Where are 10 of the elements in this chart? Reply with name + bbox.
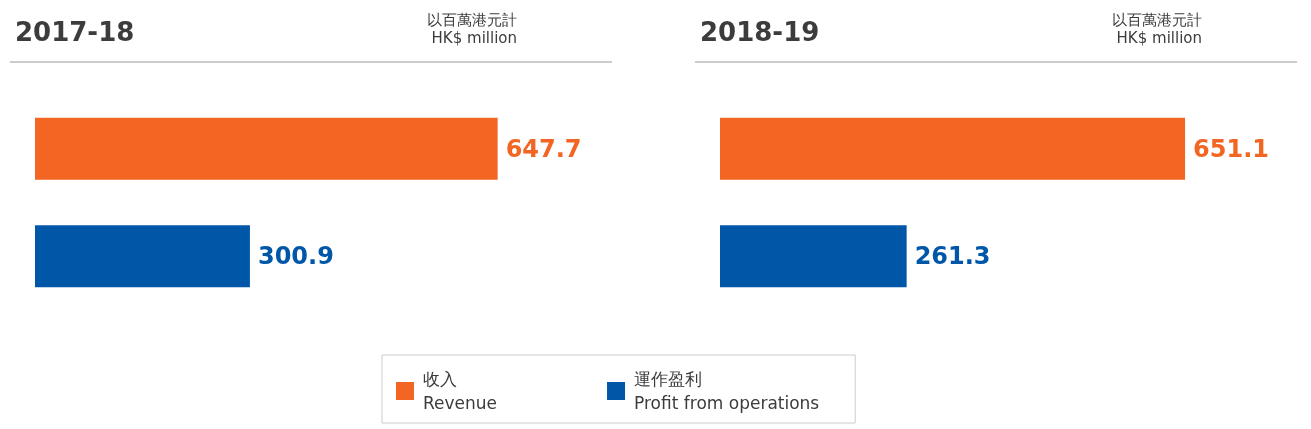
data-label: 651.1 bbox=[1193, 134, 1269, 163]
legend-label: 收入 Revenue bbox=[423, 369, 498, 413]
data-label: 300.9 bbox=[257, 242, 334, 271]
chart-title: 2018-19 bbox=[700, 17, 820, 47]
data-label: 261.3 bbox=[914, 242, 991, 271]
legend-label: 運作盈利 Profit from operations bbox=[634, 369, 820, 413]
chart-title: 2017-18 bbox=[15, 17, 135, 47]
data-label: 647.7 bbox=[505, 134, 582, 163]
chart-subtitle: 以百萬港元計 HK$ million bbox=[427, 11, 517, 47]
chart-subtitle: 以百萬港元計 HK$ million bbox=[1112, 11, 1202, 47]
